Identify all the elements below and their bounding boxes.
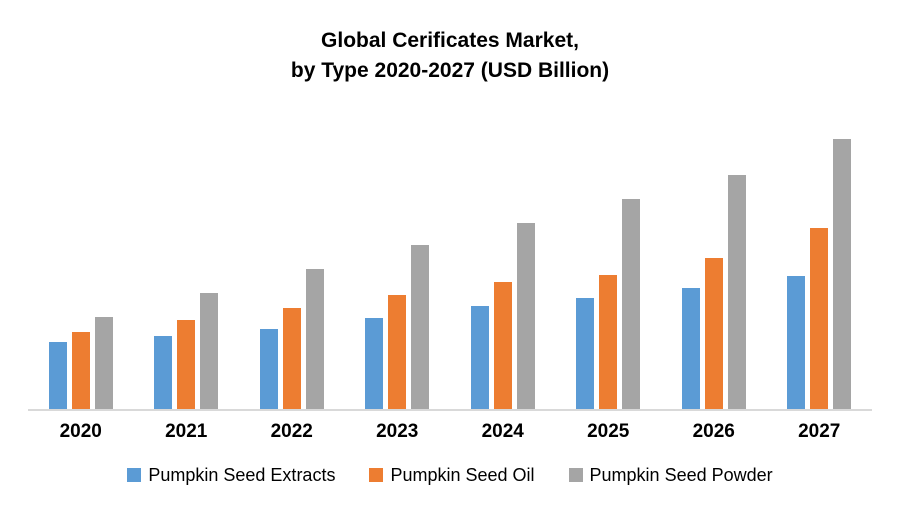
x-label-2027: 2027 (798, 420, 841, 442)
x-label-2026: 2026 (692, 420, 735, 442)
legend-item-pumpkin-seed-powder: Pumpkin Seed Powder (568, 464, 773, 486)
x-label-2024: 2024 (481, 420, 524, 442)
bar-pumpkin-seed-powder-2025 (622, 198, 641, 409)
bar-pumpkin-seed-extracts-2023 (365, 317, 384, 409)
legend-item-pumpkin-seed-extracts: Pumpkin Seed Extracts (127, 465, 335, 486)
legend-swatch-icon (127, 468, 142, 483)
bar-pumpkin-seed-extracts-2026 (681, 287, 700, 409)
bar-pumpkin-seed-oil-2022 (282, 307, 301, 409)
bar-pumpkin-seed-powder-2020 (94, 316, 113, 409)
legend-swatch-icon (369, 468, 384, 483)
bar-pumpkin-seed-extracts-2020 (48, 341, 67, 409)
bar-pumpkin-seed-powder-2021 (200, 292, 219, 409)
legend: Pumpkin Seed Extracts Pumpkin Seed Oil Pum… (0, 465, 900, 486)
bar-group-2023 (365, 109, 430, 409)
x-label-2023: 2023 (376, 420, 419, 442)
bar-pumpkin-seed-oil-2020 (71, 331, 90, 409)
x-label-2025: 2025 (587, 420, 630, 442)
x-label-2021: 2021 (165, 420, 208, 442)
bar-pumpkin-seed-powder-2026 (727, 174, 746, 409)
bar-pumpkin-seed-oil-2023 (388, 294, 407, 409)
bar-pumpkin-seed-powder-2022 (305, 268, 324, 409)
chart-title-line1: Global Cerificates Market, (321, 29, 579, 52)
bar-group-2021 (154, 109, 219, 409)
bar-pumpkin-seed-powder-2023 (411, 244, 430, 409)
x-label-2020: 2020 (59, 420, 102, 442)
legend-item-pumpkin-seed-oil: Pumpkin Seed Oil (369, 464, 535, 486)
plot-area (28, 109, 872, 411)
x-axis-labels: 2020 2021 2022 2023 2024 2025 2026 2027 (28, 411, 872, 443)
bar-pumpkin-seed-extracts-2021 (154, 335, 173, 409)
bar-pumpkin-seed-extracts-2024 (470, 305, 489, 409)
chart-title: Global Cerificates Market, by Type 2020-… (0, 0, 900, 87)
bar-pumpkin-seed-oil-2021 (177, 319, 196, 409)
bar-group-2022 (259, 109, 324, 409)
bar-pumpkin-seed-extracts-2027 (787, 275, 806, 409)
legend-swatch-icon (568, 468, 583, 483)
bar-pumpkin-seed-oil-2025 (599, 274, 618, 409)
bar-pumpkin-seed-powder-2024 (516, 222, 535, 409)
bars-container (28, 109, 872, 411)
legend-label: Pumpkin Seed Powder (589, 464, 773, 485)
legend-label: Pumpkin Seed Extracts (148, 464, 336, 485)
bar-pumpkin-seed-oil-2026 (704, 257, 723, 409)
bar-pumpkin-seed-oil-2024 (493, 281, 512, 409)
bar-group-2027 (787, 109, 852, 409)
bar-pumpkin-seed-extracts-2022 (259, 328, 278, 409)
bar-pumpkin-seed-powder-2027 (833, 138, 852, 409)
bar-group-2026 (681, 109, 746, 409)
bar-pumpkin-seed-extracts-2025 (576, 297, 595, 409)
bar-group-2020 (48, 109, 113, 409)
bar-group-2025 (576, 109, 641, 409)
x-label-2022: 2022 (270, 420, 313, 442)
legend-label: Pumpkin Seed Oil (390, 464, 535, 485)
bar-group-2024 (470, 109, 535, 409)
chart-title-line2: by Type 2020-2027 (USD Billion) (290, 59, 610, 83)
bar-pumpkin-seed-oil-2027 (810, 227, 829, 409)
